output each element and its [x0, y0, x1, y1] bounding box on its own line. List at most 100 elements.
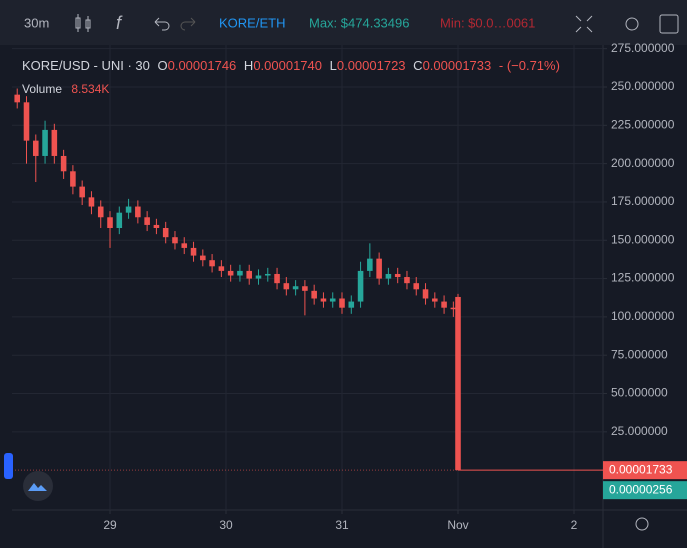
- redo-icon[interactable]: [180, 17, 196, 31]
- min: Min: $0.0…0061: [440, 15, 535, 30]
- side-tab[interactable]: [4, 453, 13, 479]
- candle-body: [255, 275, 262, 279]
- candle-body: [367, 258, 373, 271]
- x-tick-label: 2: [571, 518, 578, 532]
- plot: 25.000000 50.000000 75.000000 100.000000 125…: [12, 41, 687, 532]
- logo[interactable]: [23, 471, 53, 501]
- candle-body: [357, 270, 364, 302]
- legend-change: - (−0.71%): [499, 58, 560, 73]
- legend-l-label: L: [330, 58, 337, 73]
- candle-body: [200, 255, 206, 261]
- candle-body: [283, 283, 290, 290]
- candle-body: [70, 171, 76, 187]
- x-tick-label: 31: [335, 518, 349, 532]
- settings-icon[interactable]: [625, 17, 639, 31]
- legend-h: 0.00001740: [253, 58, 322, 73]
- candle-body: [88, 197, 95, 207]
- volume-label: Volume: [22, 82, 62, 96]
- price-label-box: [603, 461, 687, 480]
- candle-body: [181, 243, 188, 248]
- candle-body: [79, 186, 85, 198]
- candle-body: [413, 283, 420, 290]
- time-settings-icon[interactable]: [635, 517, 649, 531]
- max: Max: $474.33496: [309, 15, 409, 30]
- snapshot-icon[interactable]: [659, 14, 679, 34]
- candle-body: [153, 224, 160, 228]
- candle-body: [404, 277, 410, 284]
- candle-body: [292, 286, 299, 290]
- candle-body: [450, 307, 457, 310]
- pair[interactable]: KORE/ETH: [219, 15, 285, 30]
- candle-body: [97, 206, 104, 218]
- indicators-icon[interactable]: f: [116, 13, 123, 33]
- candle-body: [125, 206, 132, 213]
- candle-body: [348, 301, 355, 308]
- candle-body: [302, 286, 308, 291]
- candle-body: [385, 273, 392, 279]
- candle-body: [320, 298, 327, 302]
- legend-l: 0.00001723: [337, 58, 406, 73]
- candle-body: [51, 129, 58, 156]
- candle-body: [14, 94, 21, 103]
- candle-body: [172, 237, 178, 244]
- y-tick-label: 250.000000: [611, 79, 675, 93]
- y-tick-label: 225.000000: [611, 117, 675, 131]
- candle-body: [162, 227, 169, 238]
- candle-body: [329, 298, 336, 302]
- y-tick-label: 150.000000: [611, 232, 675, 246]
- candle-body: [60, 155, 67, 172]
- y-tick-label: 50.000000: [611, 386, 668, 400]
- y-tick-label: 75.000000: [611, 347, 668, 361]
- x-tick-label: 30: [219, 518, 233, 532]
- interval-button[interactable]: 30m: [24, 15, 49, 30]
- y-tick-label: 200.000000: [611, 156, 675, 170]
- candle-body: [190, 247, 197, 256]
- candle-body: [394, 273, 401, 278]
- volume-label-box: [603, 481, 687, 500]
- candle-body: [32, 140, 39, 156]
- candle-body: [237, 270, 243, 276]
- candle-body: [135, 206, 141, 218]
- candle-body: [246, 270, 252, 279]
- candle-body: [264, 273, 271, 276]
- candle-body: [422, 289, 429, 299]
- candle-body: [339, 298, 345, 308]
- candle-body: [311, 290, 317, 299]
- candle-body: [432, 298, 438, 302]
- undo-icon[interactable]: [154, 17, 170, 31]
- price-label: 0.00001733: [609, 462, 673, 476]
- candle-body: [441, 301, 447, 308]
- candle-body: [218, 266, 225, 271]
- volume-value: 8.534K: [71, 82, 109, 96]
- y-tick-label: 25.000000: [611, 424, 668, 438]
- y-tick-label: 275.000000: [611, 41, 675, 55]
- x-tick-label: Nov: [447, 518, 468, 532]
- legend-o: 0.00001746: [168, 58, 237, 73]
- candle-body: [107, 217, 113, 228]
- legend: KORE/USD - UNI · 30 O0.00001746 H0.00001…: [22, 58, 560, 73]
- fullscreen-icon[interactable]: [575, 15, 593, 33]
- candle-body: [42, 129, 48, 156]
- legend-o-label: O: [157, 58, 167, 73]
- logo-mark: [28, 483, 47, 491]
- candle-body: [209, 260, 215, 267]
- y-tick-label: 125.000000: [611, 271, 675, 285]
- toolbar: [0, 0, 687, 45]
- candle-body: [227, 270, 234, 276]
- candle-icon[interactable]: [75, 14, 91, 32]
- candle-body: [144, 217, 150, 225]
- y-tick-label: 100.000000: [611, 309, 675, 323]
- y-tick-label: 175.000000: [611, 194, 675, 208]
- x-tick-label: 29: [103, 518, 117, 532]
- legend-h-label: H: [244, 58, 253, 73]
- candle-body: [455, 296, 461, 471]
- legend-symbol: KORE/USD - UNI · 30: [22, 58, 150, 73]
- legend-c: 0.00001733: [423, 58, 492, 73]
- candle-body: [376, 258, 382, 279]
- volume-legend: Volume 8.534K: [22, 82, 109, 96]
- legend-c-label: C: [413, 58, 422, 73]
- candle-body: [23, 102, 30, 141]
